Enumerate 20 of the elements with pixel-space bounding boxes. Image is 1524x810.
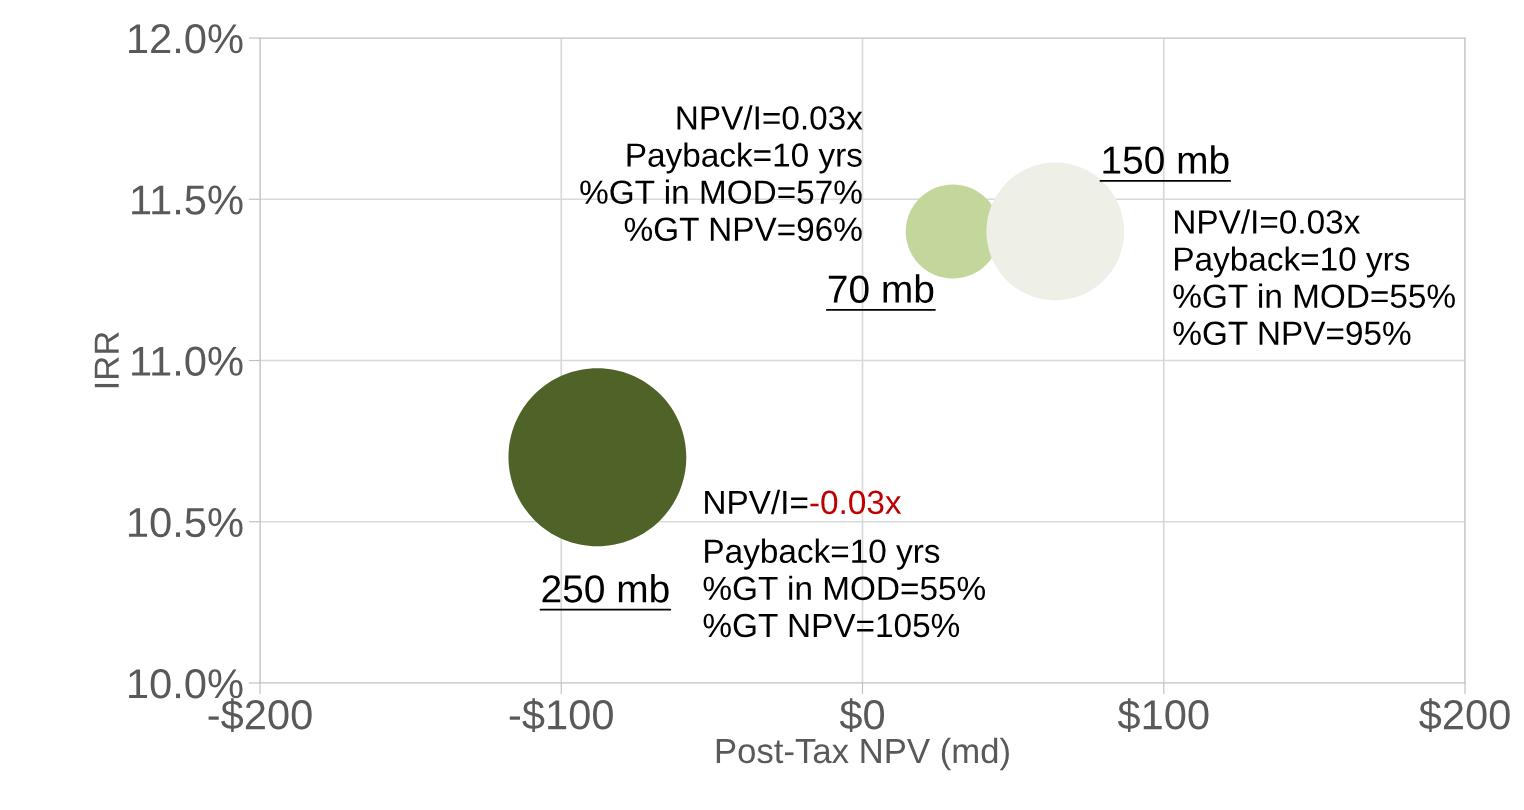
annotation: -0.03x: [810, 490, 902, 515]
annotation: 70 mb: [828, 274, 934, 303]
annotation: NPV/I=0.03x Payback=10 yrs %GT in MOD=55% %GT NPV=95%: [1173, 209, 1455, 346]
annotation: NPV/I=0.03x Payback=10 yrs %GT in MOD=57% %GT NPV=96%: [580, 105, 863, 242]
y-tick-label: 11.5%: [132, 185, 243, 215]
y-tick-label: 12.0%: [129, 24, 243, 54]
y-tick-label: 10.5%: [129, 507, 243, 538]
x-tick-label: $100: [1117, 698, 1209, 733]
annotation: 150 mb: [1103, 145, 1229, 174]
y-tick-label: 11.0%: [132, 346, 243, 377]
y-tick-label: 10.0%: [129, 669, 243, 699]
x-tick-label: -$200: [208, 698, 312, 733]
y-axis-title: IRR: [94, 332, 119, 388]
x-axis-title: Post-Tax NPV (md): [716, 737, 1009, 771]
x-tick-label: $200: [1419, 698, 1510, 733]
annotation: Payback=10 yrs %GT in MOD=55% %GT NPV=105%: [703, 538, 985, 638]
x-tick-label: -$100: [509, 698, 613, 733]
annotation: 250 mb: [542, 574, 669, 603]
annotation: NPV/I=: [705, 489, 808, 515]
x-tick-label: $0: [839, 698, 885, 733]
